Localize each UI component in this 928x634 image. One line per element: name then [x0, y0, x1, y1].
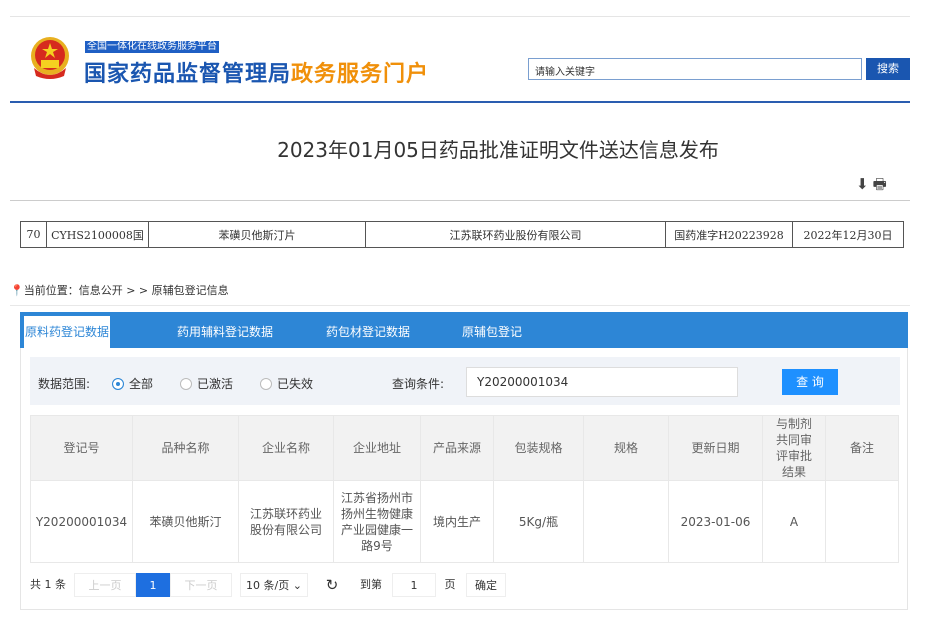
tab-excipient-registration[interactable]: 药用辅料登记数据 — [176, 325, 273, 339]
header-divider — [10, 101, 910, 103]
cell-approval-no: 国药准字H20223928 — [665, 221, 793, 248]
query-label: 查询条件: — [392, 377, 445, 391]
national-emblem-logo — [31, 37, 69, 79]
radio-icon — [112, 378, 124, 390]
table-row: 70 CYHS2100008国 苯磺贝他斯汀片 江苏联环药业股份有限公司 国药准… — [20, 221, 904, 248]
header-packing: 包装规格 — [493, 415, 584, 481]
cell-source: 境内生产 — [420, 480, 494, 563]
tab-api-registration[interactable]: 原料药登记数据 — [24, 316, 110, 348]
brand-portal: 政务服务门户 — [291, 62, 430, 87]
cell-drug-name: 苯磺贝他斯汀片 — [148, 221, 366, 248]
header-spec: 规格 — [583, 415, 669, 481]
top-divider — [10, 16, 910, 17]
radio-expired[interactable]: 已失效 — [260, 375, 313, 392]
header-remark: 备注 — [825, 415, 899, 481]
cell-company: 江苏联环药业股份有限公司 — [365, 221, 666, 248]
header-company: 企业名称 — [238, 415, 334, 481]
tab-bar: 原料药登记数据 药用辅料登记数据 药包材登记数据 原辅包登记 — [20, 312, 908, 348]
tab-combined-registration[interactable]: 原辅包登记 — [461, 325, 522, 339]
refresh-icon[interactable]: ↻ — [322, 573, 342, 597]
cell-packing: 5Kg/瓶 — [493, 480, 584, 563]
site-search-input[interactable]: 请输入关键字 — [528, 58, 862, 80]
approval-table: 70 CYHS2100008国 苯磺贝他斯汀片 江苏联环药业股份有限公司 国药准… — [20, 221, 904, 248]
cell-no: 70 — [20, 221, 47, 248]
scope-label: 数据范围: — [38, 377, 91, 391]
print-icon[interactable]: 🖶 — [872, 175, 891, 193]
brand-name: 国家药品监督管理局 — [84, 62, 292, 87]
site-brand[interactable]: 国家药品监督管理局政务服务门户 — [84, 56, 429, 88]
breadcrumb-text: 当前位置：信息公开 > > 原辅包登记信息 — [23, 284, 229, 297]
header-update-date: 更新日期 — [668, 415, 763, 481]
confirm-button[interactable]: 确定 — [466, 573, 506, 597]
prev-page-button[interactable]: 上一页 — [74, 573, 136, 597]
site-search-button[interactable]: 搜索 — [866, 58, 910, 80]
cell-variety: 苯磺贝他斯汀 — [132, 480, 239, 563]
cell-company: 江苏联环药业股份有限公司 — [238, 480, 334, 563]
cell-spec — [583, 480, 669, 563]
radio-all[interactable]: 全部 — [112, 375, 153, 392]
breadcrumb: 📍当前位置：信息公开 > > 原辅包登记信息 — [10, 282, 229, 298]
title-divider — [10, 200, 910, 201]
radio-active[interactable]: 已激活 — [180, 375, 233, 392]
cell-reg-no: Y20200001034 — [30, 480, 133, 563]
cell-remark — [825, 480, 899, 563]
radio-icon — [260, 378, 272, 390]
next-page-button[interactable]: 下一页 — [170, 573, 232, 597]
tab-packaging-registration[interactable]: 药包材登记数据 — [325, 325, 410, 339]
chevron-down-icon: ⌄ — [292, 579, 302, 592]
page-title: 2023年01月05日药品批准证明文件送达信息发布 — [277, 138, 719, 162]
cell-address: 江苏省扬州市扬州生物健康产业园健康一路9号 — [333, 480, 421, 563]
breadcrumb-divider — [10, 305, 910, 306]
page-unit-label: 页 — [442, 573, 458, 597]
page-1-button[interactable]: 1 — [136, 573, 170, 597]
query-button[interactable]: 查 询 — [782, 369, 838, 395]
goto-label: 到第 — [356, 573, 386, 597]
header-review-result: 与制剂共同审评审批结果 — [762, 415, 826, 481]
header-source: 产品来源 — [420, 415, 494, 481]
cell-review-result: A — [762, 480, 826, 563]
cell-accept-no: CYHS2100008国 — [46, 221, 149, 248]
header-address: 企业地址 — [333, 415, 421, 481]
goto-page-input[interactable]: 1 — [392, 573, 436, 597]
page-size-select[interactable]: 10 条/页 ⌄ — [240, 573, 308, 597]
location-pin-icon: 📍 — [10, 284, 24, 297]
platform-label: 全国一体化在线政务服务平台 — [85, 41, 219, 53]
table-row: Y20200001034 苯磺贝他斯汀 江苏联环药业股份有限公司 江苏省扬州市扬… — [30, 480, 899, 563]
content-panel — [20, 348, 908, 610]
cell-update-date: 2023-01-06 — [668, 480, 763, 563]
filter-bar: 数据范围: 全部 已激活 已失效 查询条件: Y20200001034 查 询 — [30, 357, 900, 405]
header-variety: 品种名称 — [132, 415, 239, 481]
header-reg-no: 登记号 — [30, 415, 133, 481]
query-input[interactable]: Y20200001034 — [466, 367, 738, 397]
total-count: 共 1 条 — [30, 573, 70, 597]
download-icon[interactable]: ⬇ — [856, 175, 873, 193]
cell-date: 2022年12月30日 — [792, 221, 904, 248]
radio-icon — [180, 378, 192, 390]
table-header-row: 登记号 品种名称 企业名称 企业地址 产品来源 包装规格 规格 更新日期 与制剂… — [30, 415, 899, 481]
results-table: 登记号 品种名称 企业名称 企业地址 产品来源 包装规格 规格 更新日期 与制剂… — [30, 415, 899, 563]
